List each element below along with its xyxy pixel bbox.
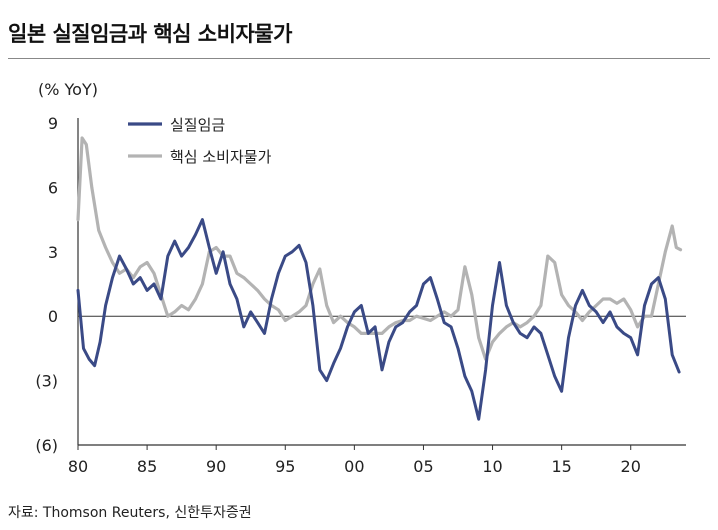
y-tick-label: 6 <box>48 178 58 197</box>
x-tick-label: 00 <box>344 457 364 476</box>
page-title: 일본 실질임금과 핵심 소비자물가 <box>8 22 292 46</box>
x-tick-label: 15 <box>551 457 571 476</box>
y-tick-label: 9 <box>48 114 58 133</box>
y-tick-label: (6) <box>35 436 58 455</box>
legend-label: 핵심 소비자물가 <box>170 148 272 166</box>
x-tick-label: 85 <box>137 457 157 476</box>
legend-label: 실질임금 <box>170 116 225 134</box>
x-tick-label: 20 <box>621 457 641 476</box>
series-line-core-cpi <box>76 136 683 361</box>
y-axis-unit-label: (% YoY) <box>38 80 98 99</box>
y-tick-label: 0 <box>48 307 58 326</box>
source-note: 자료: Thomson Reuters, 신한투자증권 <box>8 505 252 521</box>
y-tick-label: 3 <box>48 243 58 262</box>
y-tick-label: (3) <box>35 372 58 391</box>
x-tick-label: 80 <box>68 457 88 476</box>
title-divider <box>8 58 710 59</box>
x-tick-label: 95 <box>275 457 295 476</box>
series-line-real-wage <box>76 218 681 421</box>
x-tick-label: 05 <box>413 457 433 476</box>
x-tick-label: 90 <box>206 457 226 476</box>
x-tick-label: 10 <box>482 457 502 476</box>
